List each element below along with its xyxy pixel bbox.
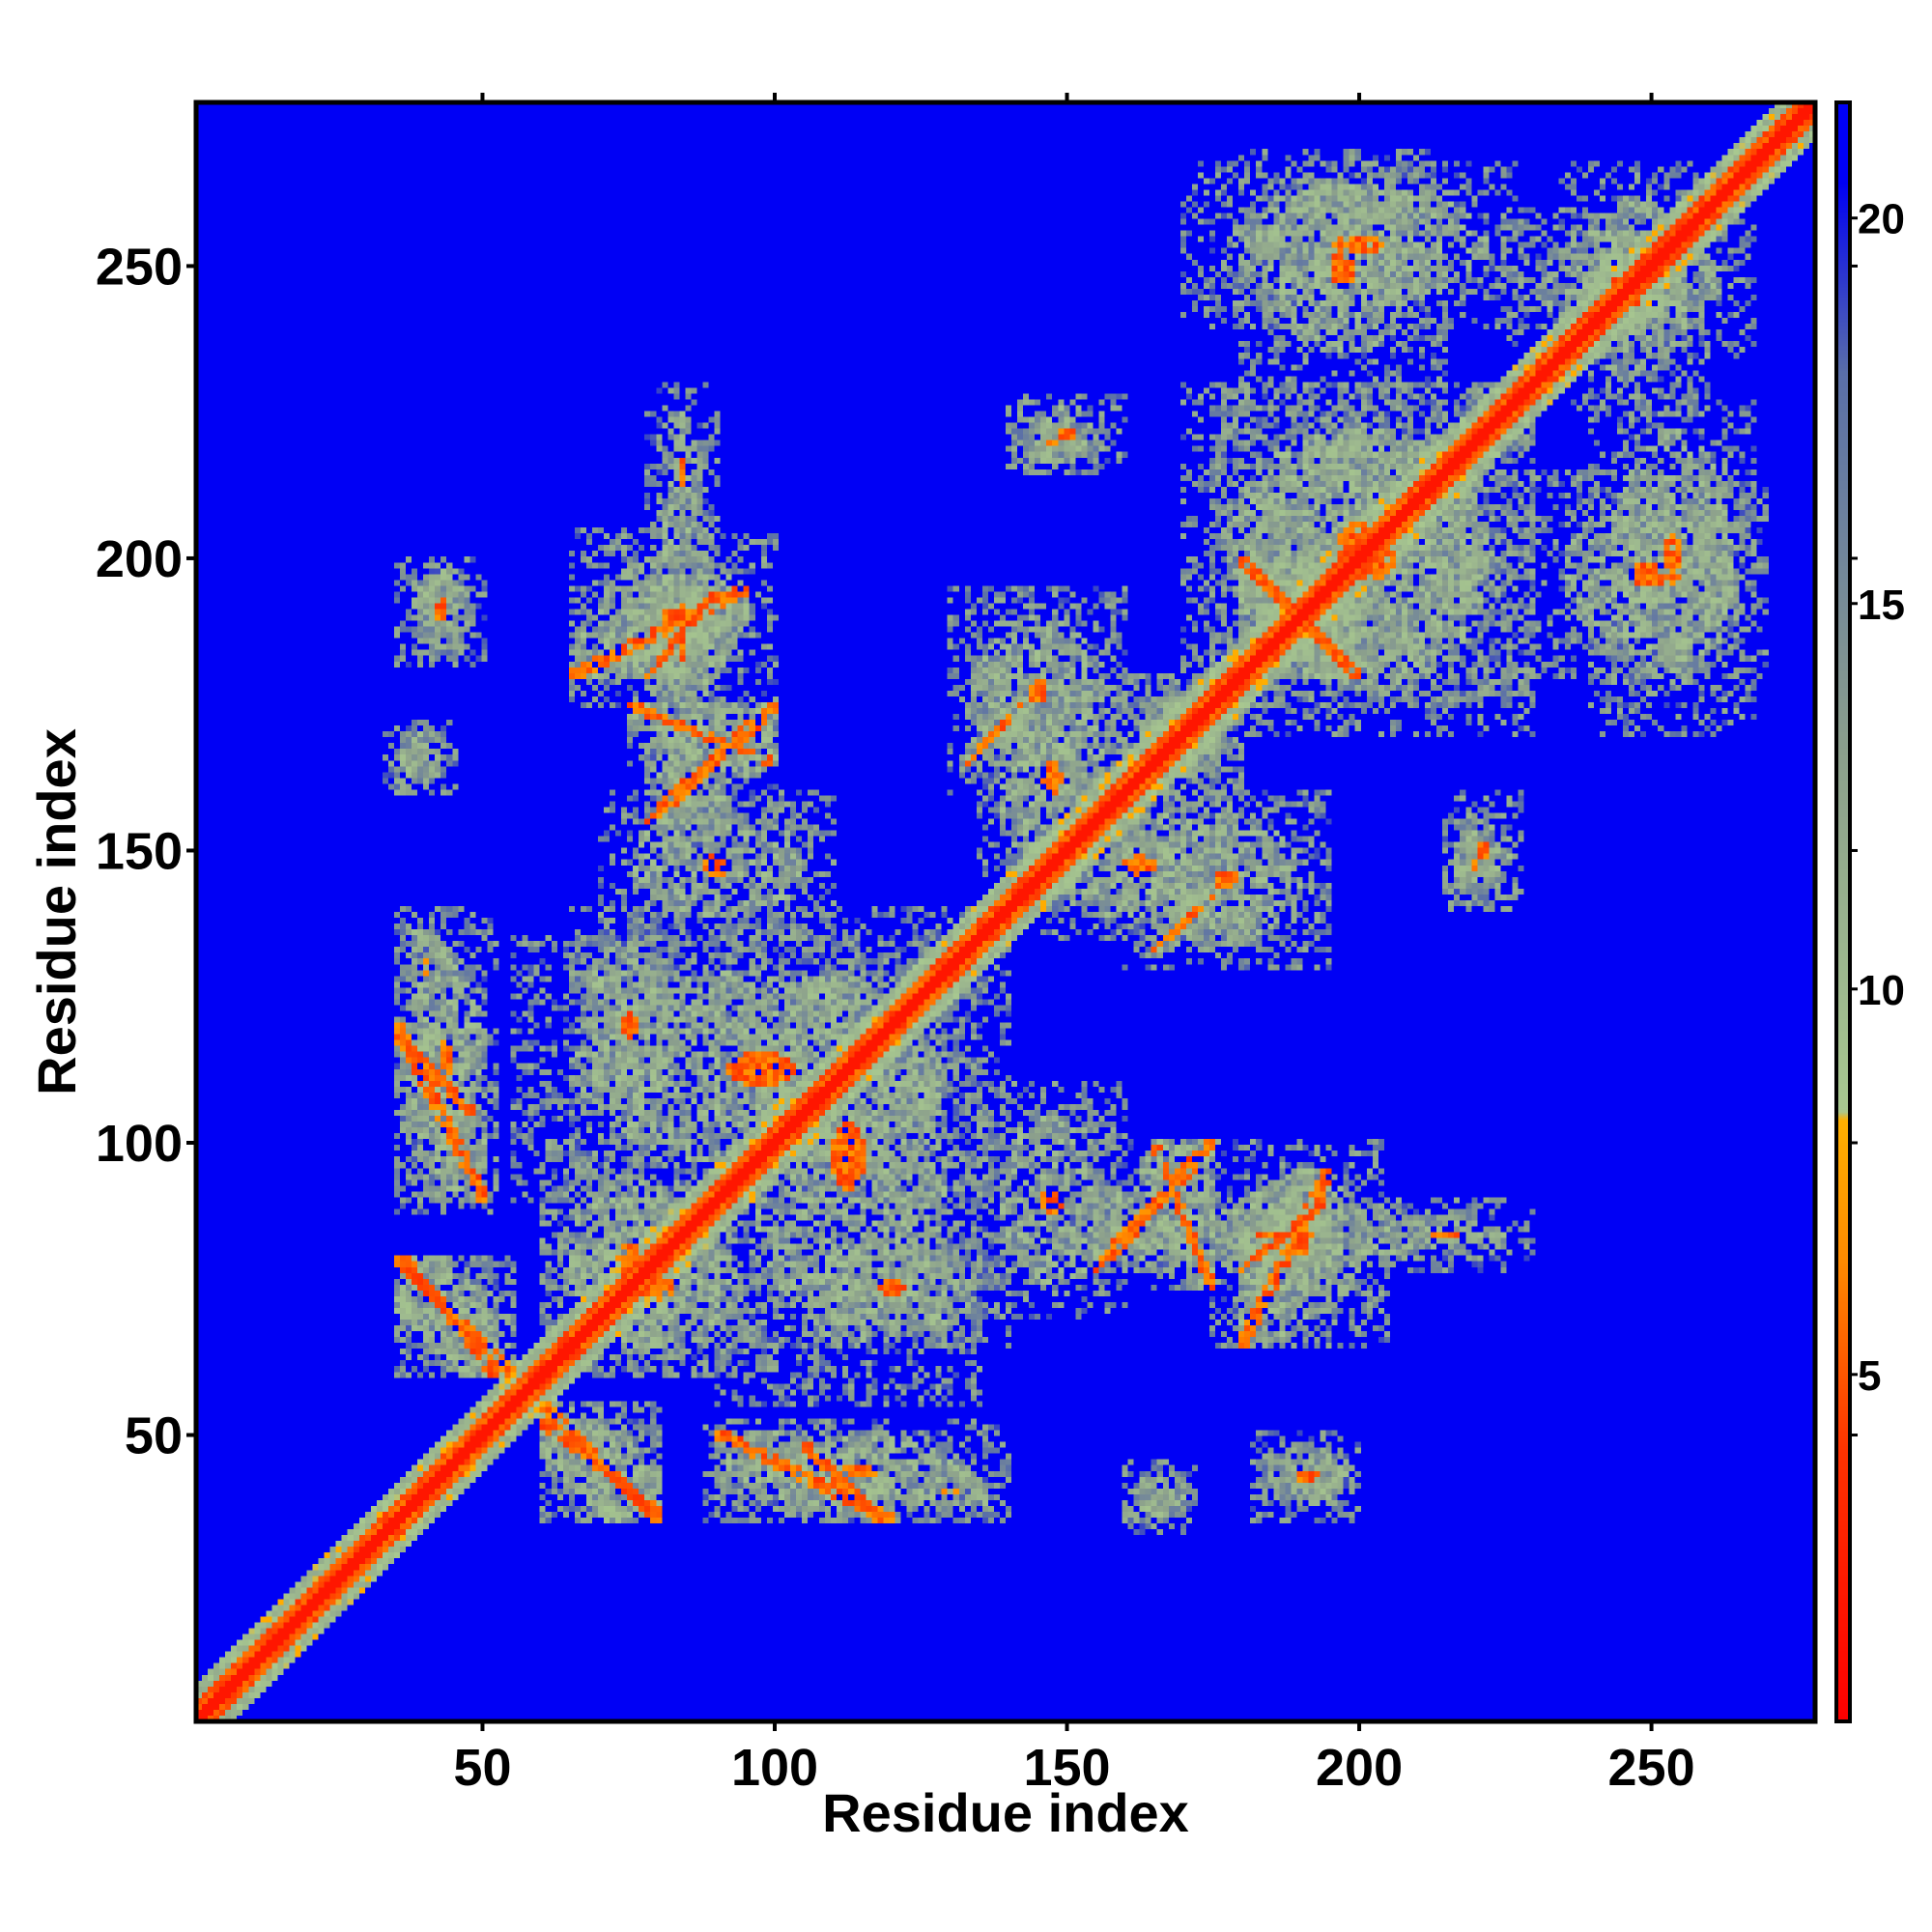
colorbar-tick-label-20: 20 bbox=[1858, 196, 1905, 243]
y-axis-title: Residue index bbox=[26, 728, 87, 1095]
y-tick-label-100: 100 bbox=[96, 1115, 183, 1173]
x-axis-ticks: 50 100 150 200 250 bbox=[453, 93, 1695, 1797]
y-axis-ticks: 50 100 150 200 250 bbox=[96, 238, 196, 1465]
x-tick-label-50: 50 bbox=[453, 1739, 511, 1797]
x-tick-label-150: 150 bbox=[1023, 1739, 1110, 1797]
colorbar-tick-label-15: 15 bbox=[1858, 582, 1905, 629]
y-tick-label-200: 200 bbox=[96, 530, 183, 588]
colorbar-ticks: 5 10 15 20 bbox=[1850, 196, 1905, 1437]
x-tick-label-250: 250 bbox=[1608, 1739, 1695, 1797]
colorbar-tick-label-10: 10 bbox=[1858, 967, 1905, 1014]
colorbar-tick-label-5: 5 bbox=[1858, 1352, 1881, 1400]
x-tick-label-200: 200 bbox=[1316, 1739, 1403, 1797]
distance-map-heatmap bbox=[196, 102, 1815, 1721]
plot-frame bbox=[193, 99, 1818, 1724]
y-tick-label-250: 250 bbox=[96, 238, 183, 296]
x-tick-label-100: 100 bbox=[731, 1739, 818, 1797]
x-axis-title: Residue index bbox=[822, 1782, 1189, 1843]
y-tick-label-50: 50 bbox=[125, 1407, 183, 1465]
y-tick-label-150: 150 bbox=[96, 822, 183, 880]
colorbar-frame bbox=[1834, 100, 1852, 1723]
colorbar-gradient bbox=[1836, 102, 1850, 1721]
